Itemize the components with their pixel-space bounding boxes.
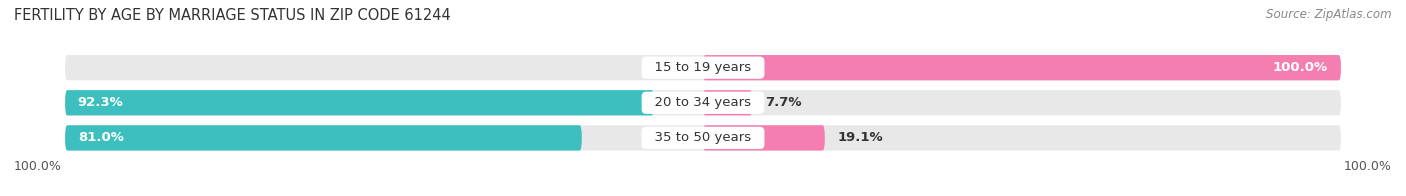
- Text: FERTILITY BY AGE BY MARRIAGE STATUS IN ZIP CODE 61244: FERTILITY BY AGE BY MARRIAGE STATUS IN Z…: [14, 8, 451, 23]
- Text: 20 to 34 years: 20 to 34 years: [647, 96, 759, 109]
- FancyBboxPatch shape: [703, 90, 752, 115]
- Text: 7.7%: 7.7%: [765, 96, 801, 109]
- Text: 100.0%: 100.0%: [14, 160, 62, 173]
- Text: 35 to 50 years: 35 to 50 years: [647, 131, 759, 144]
- FancyBboxPatch shape: [703, 55, 1341, 80]
- FancyBboxPatch shape: [65, 125, 582, 151]
- Text: 0.0%: 0.0%: [647, 61, 683, 74]
- FancyBboxPatch shape: [65, 125, 1341, 151]
- Text: 15 to 19 years: 15 to 19 years: [647, 61, 759, 74]
- Text: Source: ZipAtlas.com: Source: ZipAtlas.com: [1267, 8, 1392, 21]
- FancyBboxPatch shape: [65, 90, 1341, 115]
- Text: 100.0%: 100.0%: [1344, 160, 1392, 173]
- Text: 100.0%: 100.0%: [1272, 61, 1329, 74]
- Text: 81.0%: 81.0%: [77, 131, 124, 144]
- FancyBboxPatch shape: [65, 90, 654, 115]
- FancyBboxPatch shape: [703, 125, 825, 151]
- Text: 92.3%: 92.3%: [77, 96, 124, 109]
- FancyBboxPatch shape: [65, 55, 1341, 80]
- Text: 19.1%: 19.1%: [838, 131, 883, 144]
